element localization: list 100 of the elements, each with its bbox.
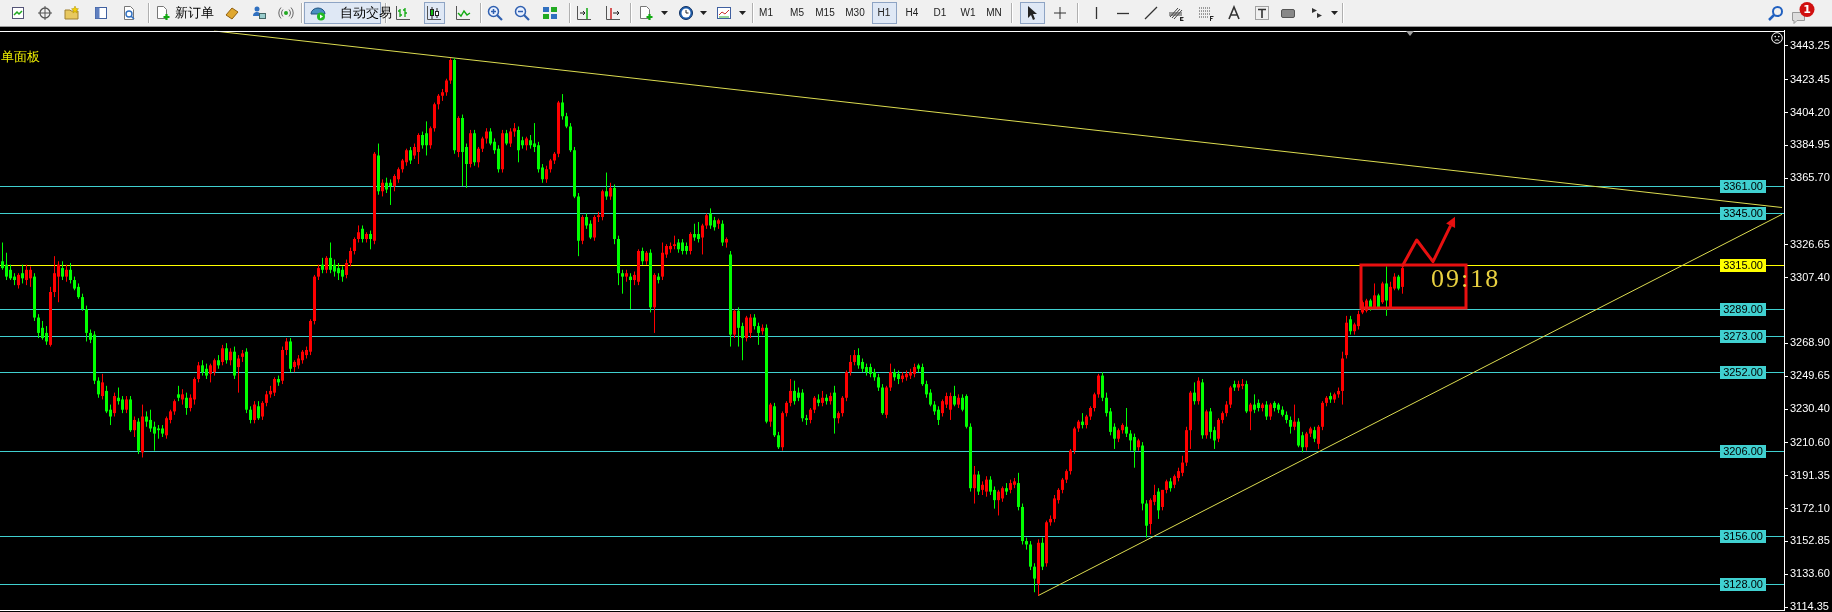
candlestick bbox=[329, 242, 332, 274]
candlestick bbox=[221, 344, 224, 366]
candlestick bbox=[757, 322, 760, 346]
candlestick bbox=[1101, 371, 1104, 402]
candlestick bbox=[429, 125, 432, 150]
text: H1 bbox=[877, 7, 891, 19]
candlestick bbox=[149, 409, 152, 433]
candlestick bbox=[1389, 281, 1392, 310]
candlestick bbox=[737, 306, 740, 348]
candlestick bbox=[1373, 282, 1376, 310]
candlestick bbox=[509, 127, 512, 148]
text: 自动交易 bbox=[340, 5, 392, 21]
candlestick bbox=[1293, 404, 1296, 431]
candlestick bbox=[5, 252, 8, 281]
candlestick bbox=[701, 223, 704, 255]
candlestick bbox=[697, 221, 700, 243]
candlestick bbox=[1385, 265, 1388, 317]
candlestick bbox=[425, 120, 428, 156]
candlestick bbox=[1253, 393, 1256, 414]
y-tick-label: 3326.65 bbox=[1790, 237, 1830, 250]
candlestick bbox=[197, 361, 200, 383]
candlestick bbox=[889, 363, 892, 392]
ref-line-label: 3273.00 bbox=[1723, 330, 1763, 343]
candlestick bbox=[789, 378, 792, 407]
candlestick bbox=[977, 470, 980, 496]
candlestick bbox=[1193, 381, 1196, 406]
y-tick-label: 3152.85 bbox=[1790, 534, 1830, 547]
candlestick bbox=[989, 475, 992, 496]
candlestick bbox=[793, 380, 796, 406]
candlestick bbox=[1017, 472, 1020, 511]
candlestick bbox=[273, 376, 276, 397]
candlestick bbox=[233, 346, 236, 380]
candlestick bbox=[561, 93, 564, 121]
candlestick bbox=[369, 230, 372, 250]
candlestick bbox=[1321, 400, 1324, 431]
ref-line-label: 3206.00 bbox=[1723, 445, 1763, 458]
candlestick bbox=[1317, 424, 1320, 450]
candlestick bbox=[1033, 562, 1036, 593]
candlestick bbox=[709, 207, 712, 230]
y-tick-label: 3443.25 bbox=[1790, 38, 1830, 51]
candlestick bbox=[857, 347, 860, 370]
candlestick bbox=[973, 465, 976, 505]
candlestick bbox=[581, 214, 584, 245]
candlestick bbox=[389, 178, 392, 206]
candlestick bbox=[261, 400, 264, 421]
candlestick bbox=[477, 146, 480, 168]
candlestick bbox=[345, 259, 348, 279]
candlestick bbox=[985, 475, 988, 498]
candlestick bbox=[105, 385, 108, 414]
ref-line-label: 3252.00 bbox=[1723, 366, 1763, 379]
candlestick bbox=[1073, 426, 1076, 455]
candlestick bbox=[101, 373, 104, 400]
candlestick bbox=[57, 260, 60, 303]
candlestick bbox=[97, 376, 100, 399]
candlestick bbox=[449, 57, 452, 85]
candlestick bbox=[937, 405, 940, 426]
text: M30 bbox=[845, 7, 865, 19]
candlestick bbox=[41, 320, 44, 341]
candlestick bbox=[749, 313, 752, 339]
candlestick bbox=[1305, 431, 1308, 452]
ref-line-label: 3361.00 bbox=[1723, 180, 1763, 193]
candlestick bbox=[349, 247, 352, 267]
candlestick bbox=[45, 325, 48, 346]
text: 1 bbox=[1803, 2, 1811, 16]
candlestick bbox=[237, 354, 240, 394]
candlestick bbox=[721, 219, 724, 247]
candlestick bbox=[1229, 385, 1232, 409]
candlestick bbox=[185, 392, 188, 416]
candlestick bbox=[953, 385, 956, 407]
text: M15 bbox=[815, 7, 835, 19]
text: MN bbox=[986, 7, 1002, 19]
candlestick bbox=[1297, 417, 1300, 448]
candlestick bbox=[589, 219, 592, 240]
candlestick bbox=[1217, 417, 1220, 443]
candlestick bbox=[1145, 499, 1148, 539]
candlestick bbox=[661, 242, 664, 281]
candlestick bbox=[1381, 281, 1384, 305]
candlestick bbox=[113, 392, 116, 418]
y-tick-label: 3307.40 bbox=[1790, 270, 1830, 283]
y-tick-label: 3133.60 bbox=[1790, 567, 1830, 580]
candlestick bbox=[69, 262, 72, 284]
candlestick bbox=[949, 392, 952, 421]
candlestick bbox=[1029, 540, 1032, 571]
y-tick-label: 3114.35 bbox=[1790, 600, 1829, 612]
candlestick bbox=[1093, 392, 1096, 412]
candlestick bbox=[1349, 315, 1352, 336]
candlestick bbox=[1157, 487, 1160, 520]
y-tick-label: 3210.60 bbox=[1790, 435, 1830, 448]
candlestick bbox=[417, 132, 420, 165]
candlestick bbox=[1209, 407, 1212, 440]
ref-line-label: 3289.00 bbox=[1723, 303, 1763, 316]
candlestick bbox=[1069, 448, 1072, 476]
candlestick bbox=[1181, 455, 1184, 477]
candlestick bbox=[433, 102, 436, 133]
candlestick bbox=[209, 363, 212, 383]
y-tick-label: 3365.70 bbox=[1790, 171, 1830, 184]
ref-line-label: 3128.00 bbox=[1723, 578, 1763, 591]
candlestick bbox=[61, 260, 64, 281]
y-tick-label: 3268.90 bbox=[1790, 336, 1830, 349]
candlestick bbox=[849, 354, 852, 377]
